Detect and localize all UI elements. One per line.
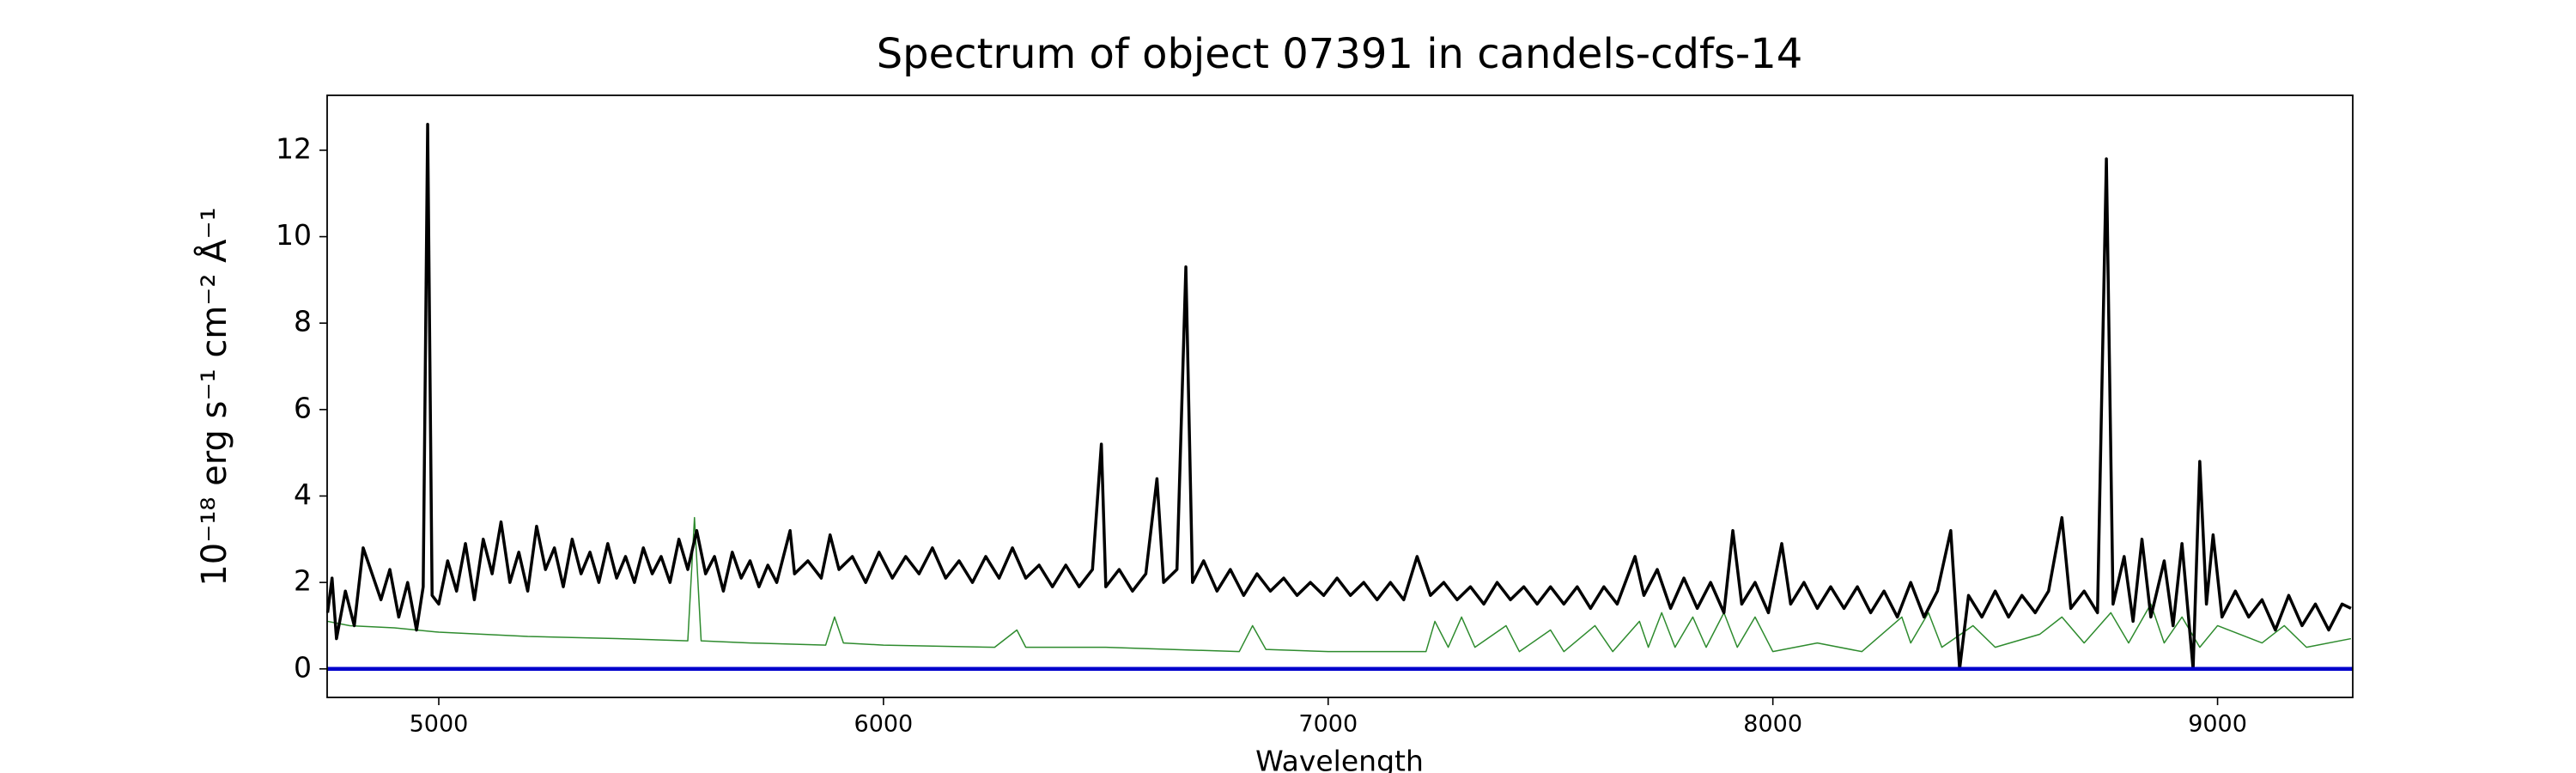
chart-title: Spectrum of object 07391 in candels-cdfs… [877,30,1803,78]
x-tick-label: 8000 [1743,711,1802,738]
plot-frame [326,94,2354,698]
x-axis-label: Wavelength [1255,745,1424,773]
x-tick-label: 9000 [2188,711,2247,738]
x-tick-label: 6000 [854,711,914,738]
y-tick-label: 8 [294,305,312,338]
y-tick-label: 12 [276,131,312,165]
spectrum-line [325,122,2352,671]
spectrum-line [327,516,2352,653]
y-tick-label: 10 [276,218,312,252]
y-axis-label: 10⁻¹⁸ erg s⁻¹ cm⁻² Å⁻¹ [193,207,234,586]
y-tick-label: 2 [294,564,312,598]
y-tick-label: 4 [294,478,312,511]
y-tick-label: 6 [294,391,312,424]
y-tick-label: 0 [294,650,312,684]
x-tick-label: 5000 [410,711,469,738]
x-tick-label: 7000 [1298,711,1358,738]
